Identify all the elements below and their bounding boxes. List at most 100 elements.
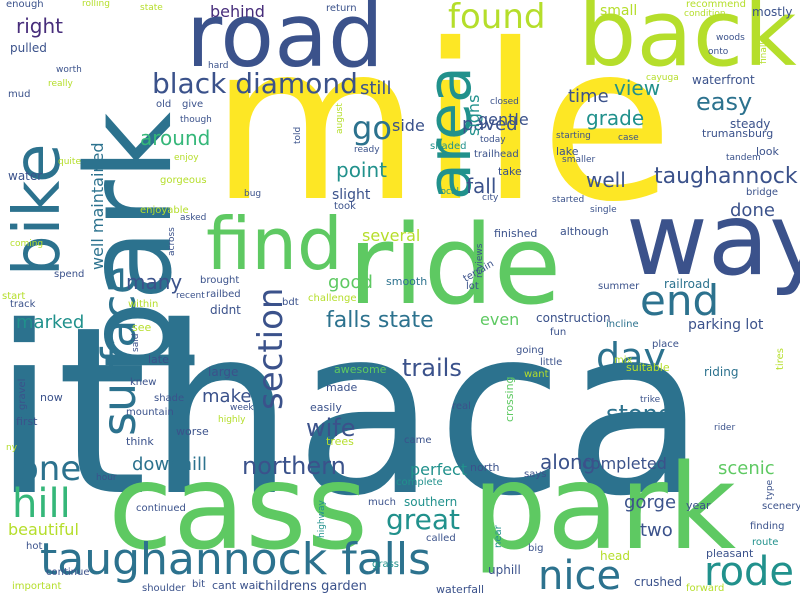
word-completed: completed xyxy=(582,454,667,473)
word-black-diamond: black diamond xyxy=(152,67,358,100)
word-today: today xyxy=(480,135,506,145)
word-bdt: bdt xyxy=(282,297,299,308)
word-park-horizontal: park xyxy=(472,438,737,576)
word-well: well xyxy=(586,168,626,192)
word-downhill: downhill xyxy=(132,454,207,475)
word-small: small xyxy=(600,3,638,19)
word-good: good xyxy=(328,272,373,293)
word-tandem: tandem xyxy=(726,153,761,163)
word-childrens-garden: childrens garden xyxy=(258,579,367,594)
word-shade: shade xyxy=(154,393,185,404)
word-waterfall: waterfall xyxy=(436,583,485,596)
word-crossing: crossing xyxy=(503,376,516,422)
word-trails: trails xyxy=(402,354,462,382)
word-finally: finally xyxy=(759,36,769,64)
word-easily: easily xyxy=(310,401,342,414)
word-great: great xyxy=(386,503,461,536)
word-around: around xyxy=(140,126,211,150)
word-time: time xyxy=(568,86,609,107)
word-bug: bug xyxy=(244,189,262,199)
word-called: called xyxy=(426,533,456,544)
word-state: state xyxy=(140,3,163,13)
word-spend: spend xyxy=(54,269,85,280)
word-rolling: rolling xyxy=(82,0,110,9)
word-several: several xyxy=(362,226,421,245)
word-woods: woods xyxy=(716,33,745,43)
word-nice: nice xyxy=(538,553,622,599)
word-awesome: awesome xyxy=(334,363,387,376)
word-perfect: perfect xyxy=(410,460,468,479)
word-end: end xyxy=(640,276,720,325)
word-two: two xyxy=(640,520,673,541)
word-many: many xyxy=(126,270,183,294)
word-though: though xyxy=(180,115,212,125)
word-riding: riding xyxy=(704,365,739,379)
word-done: done xyxy=(730,200,775,221)
word-first: first xyxy=(16,415,38,428)
word-trees: trees xyxy=(326,435,354,448)
word-route: route xyxy=(752,537,779,548)
word-way: way xyxy=(626,181,800,298)
word-cant-wait: cant wait xyxy=(212,579,263,592)
word-said: said xyxy=(131,333,141,352)
word-near: near xyxy=(493,525,504,548)
word-old: old xyxy=(156,99,172,110)
word-view: view xyxy=(614,76,661,100)
word-type: type xyxy=(765,479,775,500)
word-taughannock: taughannock xyxy=(654,164,798,189)
word-across: across xyxy=(167,227,177,256)
word-head: head xyxy=(600,549,630,563)
word-starting: starting xyxy=(556,131,591,141)
word-local: local xyxy=(438,187,459,197)
word-trailhead: trailhead xyxy=(474,149,519,160)
word-enjoyable: enjoyable xyxy=(140,205,189,216)
word-ride: ride xyxy=(348,201,562,329)
word-side: side xyxy=(392,116,425,135)
word-mountain: mountain xyxy=(126,407,174,418)
word-think: think xyxy=(126,435,154,448)
word-railroad: railroad xyxy=(664,277,710,291)
word-falls-state: falls state xyxy=(326,308,434,333)
word-forward: forward xyxy=(686,583,725,594)
word-tires: tires xyxy=(775,348,786,370)
word-mix: mix xyxy=(614,355,633,366)
word-coming: coming xyxy=(10,239,44,249)
word-cayuga: cayuga xyxy=(646,73,679,83)
word-going: going xyxy=(516,345,544,356)
word-slight: slight xyxy=(332,187,371,203)
word-came: came xyxy=(404,435,432,446)
word-really: really xyxy=(48,79,73,89)
word-pleasant: pleasant xyxy=(706,547,754,560)
word-water: water xyxy=(8,169,43,183)
word-ny: ny xyxy=(6,443,18,453)
word-told: told xyxy=(293,126,303,144)
word-took: took xyxy=(334,201,356,212)
word-find: find xyxy=(206,202,343,286)
word-highway: highway xyxy=(317,500,327,538)
word-year: year xyxy=(686,499,711,512)
word-continue: continue xyxy=(46,567,90,578)
word-grade: grade xyxy=(586,106,645,130)
word-still: still xyxy=(360,78,392,99)
word-closed: closed xyxy=(490,97,519,107)
word-pulled: pulled xyxy=(10,41,47,55)
word-big: big xyxy=(528,543,544,554)
word-says: says xyxy=(524,469,547,480)
word-worse: worse xyxy=(176,425,209,438)
word-track: track xyxy=(10,299,36,310)
word-rode: rode xyxy=(704,549,795,595)
word-summer: summer xyxy=(598,281,640,292)
word-now: now xyxy=(40,391,63,404)
word-made: made xyxy=(326,381,358,394)
word-gorgeous: gorgeous xyxy=(160,175,207,186)
word-start: start xyxy=(2,291,26,302)
word-case: case xyxy=(618,133,639,143)
word-ithaca: ithaca xyxy=(0,277,707,547)
word-look: look xyxy=(756,145,779,158)
word-make: make xyxy=(202,386,252,407)
word-parking-lot: parking lot xyxy=(688,317,764,333)
word-mile: mile xyxy=(210,0,674,249)
word-although: although xyxy=(560,225,609,238)
word-scenic: scenic xyxy=(718,458,775,479)
